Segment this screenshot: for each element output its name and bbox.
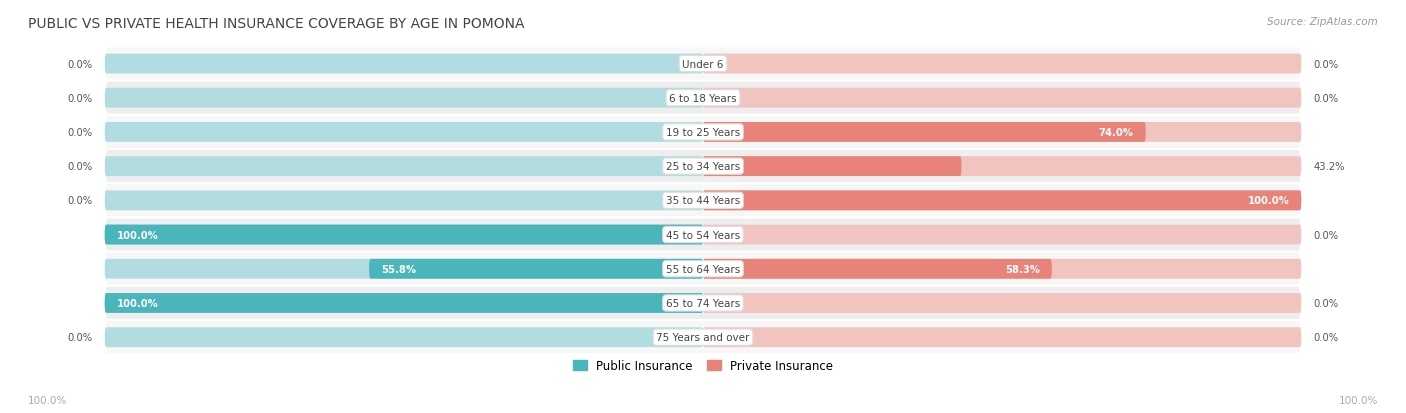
FancyBboxPatch shape bbox=[104, 252, 1302, 286]
Text: 100.0%: 100.0% bbox=[28, 395, 67, 405]
Text: 0.0%: 0.0% bbox=[67, 332, 93, 342]
FancyBboxPatch shape bbox=[104, 123, 703, 142]
Text: 19 to 25 Years: 19 to 25 Years bbox=[666, 128, 740, 138]
Text: 0.0%: 0.0% bbox=[1313, 230, 1339, 240]
FancyBboxPatch shape bbox=[104, 320, 1302, 354]
FancyBboxPatch shape bbox=[104, 157, 703, 177]
FancyBboxPatch shape bbox=[104, 293, 703, 313]
Text: 43.2%: 43.2% bbox=[1313, 162, 1344, 172]
Text: 45 to 54 Years: 45 to 54 Years bbox=[666, 230, 740, 240]
Text: 0.0%: 0.0% bbox=[67, 128, 93, 138]
Text: 75 Years and over: 75 Years and over bbox=[657, 332, 749, 342]
FancyBboxPatch shape bbox=[104, 225, 703, 245]
Text: 25 to 34 Years: 25 to 34 Years bbox=[666, 162, 740, 172]
Text: 0.0%: 0.0% bbox=[67, 196, 93, 206]
Text: 74.0%: 74.0% bbox=[1099, 128, 1133, 138]
FancyBboxPatch shape bbox=[703, 157, 1302, 177]
Text: 0.0%: 0.0% bbox=[1313, 93, 1339, 104]
FancyBboxPatch shape bbox=[703, 55, 1302, 74]
Text: PUBLIC VS PRIVATE HEALTH INSURANCE COVERAGE BY AGE IN POMONA: PUBLIC VS PRIVATE HEALTH INSURANCE COVER… bbox=[28, 17, 524, 31]
Text: 100.0%: 100.0% bbox=[117, 230, 159, 240]
FancyBboxPatch shape bbox=[104, 191, 703, 211]
Text: 58.3%: 58.3% bbox=[1005, 264, 1040, 274]
FancyBboxPatch shape bbox=[104, 88, 703, 108]
FancyBboxPatch shape bbox=[703, 191, 1302, 211]
FancyBboxPatch shape bbox=[104, 259, 703, 279]
Text: 35 to 44 Years: 35 to 44 Years bbox=[666, 196, 740, 206]
Text: 0.0%: 0.0% bbox=[67, 59, 93, 69]
Text: 55 to 64 Years: 55 to 64 Years bbox=[666, 264, 740, 274]
FancyBboxPatch shape bbox=[703, 259, 1302, 279]
Text: 100.0%: 100.0% bbox=[1339, 395, 1378, 405]
FancyBboxPatch shape bbox=[104, 225, 703, 245]
FancyBboxPatch shape bbox=[703, 191, 1302, 211]
Text: 0.0%: 0.0% bbox=[1313, 332, 1339, 342]
FancyBboxPatch shape bbox=[104, 293, 703, 313]
FancyBboxPatch shape bbox=[104, 47, 1302, 81]
FancyBboxPatch shape bbox=[104, 184, 1302, 218]
FancyBboxPatch shape bbox=[703, 88, 1302, 108]
Text: 55.8%: 55.8% bbox=[381, 264, 416, 274]
Text: 100.0%: 100.0% bbox=[117, 298, 159, 308]
Text: 65 to 74 Years: 65 to 74 Years bbox=[666, 298, 740, 308]
FancyBboxPatch shape bbox=[104, 286, 1302, 320]
Text: 100.0%: 100.0% bbox=[1247, 196, 1289, 206]
FancyBboxPatch shape bbox=[703, 123, 1302, 142]
Text: 0.0%: 0.0% bbox=[1313, 298, 1339, 308]
FancyBboxPatch shape bbox=[104, 218, 1302, 252]
FancyBboxPatch shape bbox=[703, 123, 1146, 142]
FancyBboxPatch shape bbox=[370, 259, 703, 279]
Text: 0.0%: 0.0% bbox=[67, 162, 93, 172]
Text: 0.0%: 0.0% bbox=[1313, 59, 1339, 69]
FancyBboxPatch shape bbox=[703, 293, 1302, 313]
FancyBboxPatch shape bbox=[703, 328, 1302, 347]
FancyBboxPatch shape bbox=[104, 150, 1302, 184]
FancyBboxPatch shape bbox=[703, 225, 1302, 245]
Text: Under 6: Under 6 bbox=[682, 59, 724, 69]
Legend: Public Insurance, Private Insurance: Public Insurance, Private Insurance bbox=[568, 355, 838, 377]
FancyBboxPatch shape bbox=[104, 116, 1302, 150]
Text: 6 to 18 Years: 6 to 18 Years bbox=[669, 93, 737, 104]
FancyBboxPatch shape bbox=[104, 328, 703, 347]
FancyBboxPatch shape bbox=[703, 157, 962, 177]
Text: 0.0%: 0.0% bbox=[67, 93, 93, 104]
FancyBboxPatch shape bbox=[104, 81, 1302, 116]
Text: Source: ZipAtlas.com: Source: ZipAtlas.com bbox=[1267, 17, 1378, 26]
FancyBboxPatch shape bbox=[703, 259, 1052, 279]
FancyBboxPatch shape bbox=[104, 55, 703, 74]
